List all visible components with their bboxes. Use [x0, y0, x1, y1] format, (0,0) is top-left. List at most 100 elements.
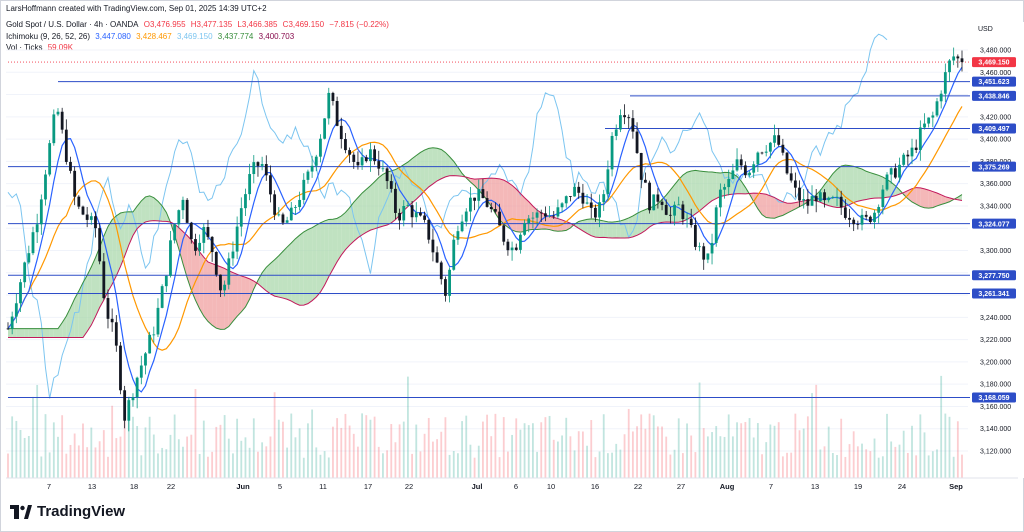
candle-body	[202, 227, 206, 243]
volume-bar	[382, 453, 384, 478]
level-price-badge[interactable]	[972, 76, 1016, 87]
candle-body	[310, 165, 314, 172]
candle-body	[860, 214, 864, 225]
volume-bar	[644, 428, 647, 478]
volume-bar	[498, 457, 501, 478]
volume-bar	[132, 416, 134, 478]
price-tick-label: 3,420.000	[980, 114, 1011, 121]
candle-body	[764, 151, 768, 153]
volume-bar	[115, 438, 118, 478]
candle-body	[731, 170, 735, 179]
level-price-badge[interactable]	[972, 270, 1016, 281]
cloud-segment	[403, 162, 408, 211]
conversion-line	[7, 66, 963, 393]
volume-bar	[490, 436, 493, 478]
candle-body	[481, 189, 485, 199]
cloud-segment	[437, 148, 442, 181]
candle-body	[256, 162, 260, 166]
candle-body	[577, 186, 581, 193]
level-price-badge[interactable]	[972, 288, 1016, 299]
candle-body	[139, 365, 143, 378]
horizontal-levels[interactable]	[8, 61, 970, 398]
candle-body	[664, 204, 668, 215]
volume-bar	[40, 456, 43, 478]
candle-body	[802, 199, 806, 201]
cloud-segment	[441, 149, 446, 179]
candle-body	[423, 215, 426, 220]
volume-label[interactable]: Vol · Ticks	[6, 43, 43, 52]
candle-body	[56, 111, 60, 115]
level-price-badge[interactable]	[972, 90, 1016, 101]
volume-bar	[373, 416, 376, 478]
price-axis[interactable]: USD 3,480.000 3,469.150 3,460.000 3,451.623 3…	[970, 22, 1024, 478]
volume-bar	[407, 376, 409, 478]
cloud-segment	[291, 238, 296, 304]
volume-bar	[656, 426, 659, 478]
symbol-legend[interactable]: Gold Spot / U.S. Dollar · 4h · OANDA O3,…	[6, 20, 392, 30]
volume-bar	[856, 446, 859, 478]
volume-bar	[831, 453, 834, 478]
time-tick-label: 7	[769, 482, 773, 491]
candle-body	[652, 194, 656, 211]
volume-bar	[223, 415, 226, 478]
volume-bar	[731, 436, 734, 478]
candle-body	[23, 262, 27, 283]
time-tick-label: 5	[278, 482, 282, 491]
candle-body	[64, 129, 68, 162]
candle-body	[635, 131, 639, 153]
volume-legend[interactable]: Vol · Ticks 59.09K	[6, 43, 76, 53]
cloud-segment	[107, 219, 113, 292]
candle-body	[394, 188, 397, 213]
last-price-badge[interactable]	[972, 57, 1016, 68]
symbol-name[interactable]: Gold Spot / U.S. Dollar · 4h · OANDA	[6, 20, 139, 29]
ichimoku-label[interactable]: Ichimoku (9, 26, 52, 26)	[6, 32, 91, 41]
level-price-badge[interactable]	[972, 392, 1016, 403]
cloud-segment	[353, 197, 358, 242]
tradingview-logo[interactable]: TradingView	[10, 503, 125, 520]
cloud-segment	[266, 263, 271, 294]
volume-bar	[815, 384, 818, 478]
time-tick-label: 16	[591, 482, 599, 491]
cloud-segment	[595, 219, 600, 238]
cloud-segment	[316, 222, 321, 297]
cloud-segment	[187, 235, 192, 291]
cloud-segment	[620, 219, 625, 239]
cloud-segment	[553, 217, 558, 232]
candle-body	[402, 205, 406, 221]
level-price-badge[interactable]	[972, 218, 1016, 229]
close-value: C3,469.150	[282, 20, 325, 29]
price-tick-label: 3,480.000	[980, 48, 1011, 55]
cloud-segment	[157, 201, 163, 222]
level-price-badge[interactable]	[972, 123, 1016, 134]
candle-body	[818, 192, 822, 202]
ichimoku-legend[interactable]: Ichimoku (9, 26, 52, 26) 3,447.080 3,428…	[6, 32, 297, 42]
candle-body	[294, 207, 297, 208]
cloud-segment	[28, 328, 33, 338]
price-tick-label: 3,140.000	[980, 426, 1011, 433]
ichimoku-lines	[7, 33, 963, 399]
candle-body	[531, 217, 535, 219]
level-price-badge[interactable]	[972, 161, 1016, 172]
time-axis[interactable]: 7 13 18 22 Jun 5 11 17 22 Jul 6 10 16 22 27 Aug 7 13 19 24 S…	[6, 477, 1018, 491]
candle-body	[814, 196, 818, 202]
volume-bar	[636, 426, 638, 478]
candle-body	[31, 232, 35, 254]
volume-bar	[215, 426, 218, 478]
candle-body	[902, 154, 906, 165]
cloud-segment	[845, 165, 850, 207]
candle-body	[685, 218, 689, 220]
volume-bar	[357, 446, 359, 478]
tradingview-logo-icon	[10, 504, 32, 519]
volume-bar	[823, 446, 826, 478]
price-tick-label: 3,360.000	[980, 181, 1011, 188]
volume-bar	[415, 424, 418, 478]
volume-bar	[744, 422, 747, 478]
candle-body	[723, 187, 726, 190]
volume-bar	[61, 415, 64, 478]
candle-body	[48, 143, 52, 175]
candle-body	[110, 318, 114, 323]
volume-bar	[102, 430, 105, 478]
candle-body	[523, 223, 526, 235]
cloud-segment	[778, 199, 783, 217]
